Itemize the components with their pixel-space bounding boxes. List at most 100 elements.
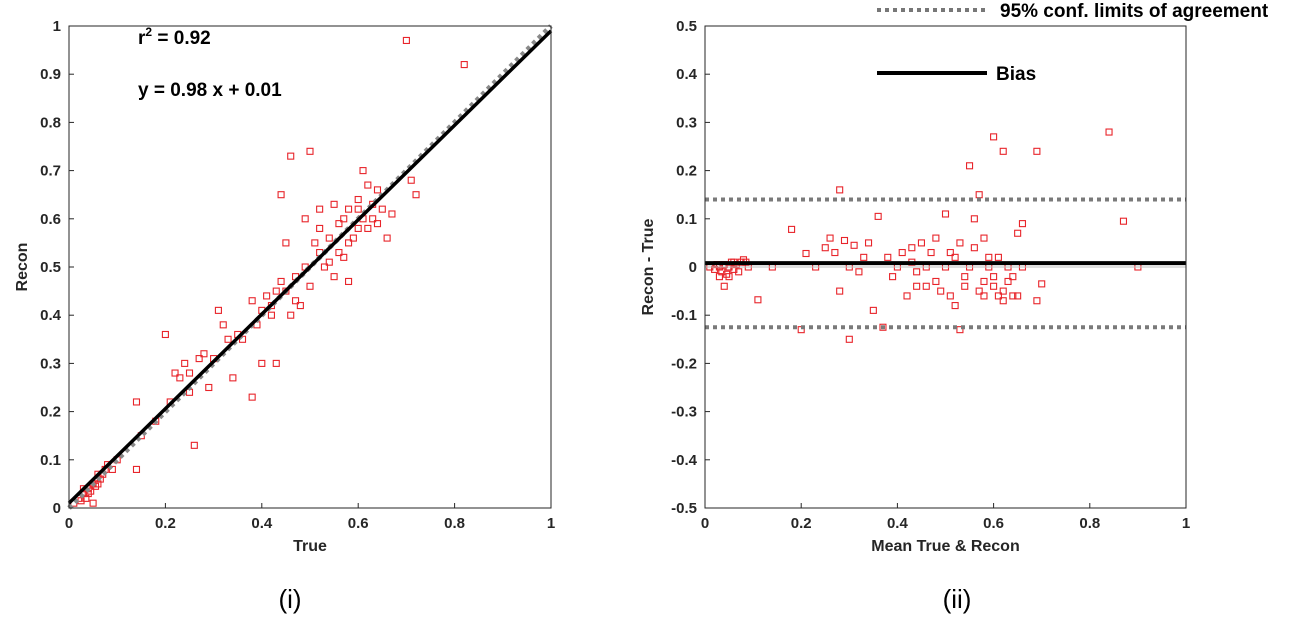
panel1-data-point [219,321,227,329]
panel1-y-axis-label: Recon [14,243,31,292]
panel2-data-point [1033,147,1041,155]
panel1-data-point [91,482,100,490]
panel2-data-point [720,282,728,290]
panel1-data-point [364,181,372,189]
panel1-data-point [320,263,329,271]
panel1-data-point [282,239,290,247]
panel2-data-point [999,287,1007,295]
panel1-y-tick-label: 0.7 [40,163,61,180]
panel1-x-tick-label: 0.2 [155,515,176,532]
panel2-x-tick-label: 0.4 [887,515,909,532]
panel2-y-tick-label: 0 [689,259,697,276]
panel1-data-point [185,369,194,377]
panel1-x-tick-label: 0.6 [348,515,369,532]
panel2-y-tick-label: 0.3 [676,114,697,131]
panel1-y-tick-label: 0 [53,500,61,517]
panel1-data-point [311,239,319,247]
panel1-data-point [364,224,372,232]
panel1-axes-box [68,25,552,509]
panel1-data-point [373,186,382,194]
panel1-y-tick-label: 0.6 [40,211,61,228]
panel1-points [70,36,468,507]
panel1-data-point [460,61,468,69]
panel2-data-point [723,270,731,278]
panel2-x-tick-label: 0.8 [1079,515,1100,532]
panel1-data-point [238,335,247,343]
panel2-data-point [980,277,988,286]
panel2-data-point [730,265,738,273]
panel2-x-tick-label: 1 [1182,515,1190,532]
panel1-data-point [340,253,348,261]
identity-line [67,24,553,510]
panel1-data-point [330,200,338,208]
panel2-x-tick-label: 0 [701,515,709,532]
panel2-data-point [999,297,1007,305]
panel2-data-point [855,268,863,276]
panel2-y-tick-label: 0.5 [676,18,697,35]
panel1-data-point [161,330,169,339]
panel2-data-point [1038,280,1046,288]
panel2-data-point [990,133,998,141]
panel2-data-point [840,236,849,245]
panel2-data-point [1004,277,1012,286]
panel1-data-point [349,234,357,242]
panel2-data-point [1009,292,1017,300]
panel1-data-point [82,494,90,502]
panel1-data-point [306,282,314,290]
panel2-data-point [975,287,983,295]
panel1-data-point [335,248,343,257]
panel1-y-tick-label: 0.3 [40,355,61,372]
panel2-data-point [836,287,844,295]
panel2-y-tick-label: 0.2 [676,163,697,180]
panel1-data-point [369,215,377,223]
panel-scatter-true-vs-recon: 0 0.2 0.4 0.6 0.8 1 0 0.1 0.2 0.3 0.4 0.5 0.6 0.7 0.8… [14,18,555,614]
panel2-data-point [879,323,887,331]
panel2-data-point [1014,292,1022,300]
panel1-data-point [354,205,362,213]
panel1-data-point [325,234,333,242]
panel1-data-point [176,374,184,382]
panel2-y-ticks: 0.5 0.4 0.3 0.2 0.1 0 -0.1 -0.2 -0.3 -0.4 -0.5 [671,18,710,517]
panel1-x-ticks: 0 0.2 0.4 0.6 0.8 1 [65,503,555,532]
panel2-data-point [946,248,954,257]
panel1-data-point [190,441,198,449]
panel2-data-point [932,277,940,286]
panel2-data-point [884,253,892,261]
panel1-data-point [248,393,256,401]
panel2-x-axis-label: Mean True & Recon [871,538,1019,555]
panel2-data-point [869,306,877,314]
panel2-data-point [913,282,921,290]
panel1-y-ticks: 0 0.1 0.2 0.3 0.4 0.5 0.6 0.7 0.8 0.9 1 [40,18,74,517]
panel2-data-point [975,191,983,199]
panel1-y-tick-label: 0.9 [40,66,61,83]
panel2-data-point [1119,217,1128,225]
panel2-data-point [961,282,969,290]
panel2-x-ticks: 0 0.2 0.4 0.6 0.8 1 [701,503,1190,532]
panel2-data-point [956,239,964,247]
panel2-axes-box [704,25,1187,509]
panel2-lines [705,197,1186,330]
panel2-data-point [951,302,959,310]
panel2-data-point [946,292,954,300]
panel1-data-point [296,302,304,310]
panel2-y-tick-label: 0.4 [676,66,698,83]
panel1-data-point [345,205,353,213]
panel2-points [706,128,1142,343]
panel1-x-axis-label: True [293,538,327,555]
panel1-data-point [248,297,256,305]
panel1-data-point [224,335,232,343]
panel1-y-tick-label: 0.1 [40,452,61,469]
panel1-data-point [291,297,300,305]
panel2-data-point [951,253,959,261]
panel2-data-point [1018,220,1027,228]
panel2-data-point [1014,229,1022,237]
panel2-data-point [1105,128,1113,136]
panel1-y-tick-label: 0.2 [40,404,61,421]
panel2-data-point [985,253,993,261]
panel1-data-point [195,355,203,363]
panel2-data-point [970,215,978,223]
panel1-data-point [287,311,295,319]
panel1-data-point [272,359,280,367]
panel2-data-point [994,292,1002,300]
panel1-data-point [354,224,362,232]
